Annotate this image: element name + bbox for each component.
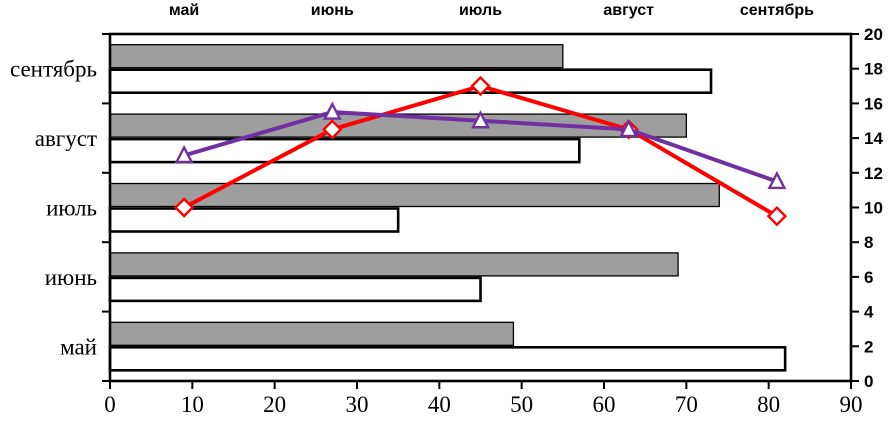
y-tick-label: 0 (864, 372, 873, 391)
red-diamond-line-marker-май (173, 197, 195, 218)
x-tick-label: 50 (510, 392, 533, 417)
y-tick-label: 4 (864, 303, 874, 322)
y-tick-label: 6 (864, 268, 873, 287)
y-tick-label: 14 (864, 129, 883, 148)
purple-triangle-line-marker-август (619, 118, 639, 138)
top-label-июнь: июнь (311, 2, 354, 19)
top-label-август: август (603, 2, 654, 19)
bar-white-май (108, 345, 787, 372)
top-label-сентябрь: сентябрь (740, 2, 814, 19)
x-tick-label: 70 (675, 392, 698, 417)
bar-white-июнь (108, 276, 482, 303)
bar-gray-май (109, 321, 515, 346)
top-label-июль: июль (459, 2, 502, 19)
y-tick-label: 2 (864, 337, 873, 356)
y-tick-label: 16 (864, 94, 883, 113)
x-tick-label: 20 (263, 392, 286, 417)
y-tick-label: 12 (864, 164, 883, 183)
y-tick-label: 10 (864, 199, 883, 218)
purple-triangle-line-marker-июнь (322, 101, 342, 120)
y-tick-label: 8 (864, 233, 873, 252)
purple-triangle-line-marker-июль (471, 110, 490, 129)
x-tick-label: 30 (346, 392, 369, 417)
x-tick-label: 60 (593, 392, 616, 417)
x-tick-label: 90 (840, 392, 863, 417)
y-tick-label: 20 (864, 25, 883, 44)
x-tick-label: 10 (181, 392, 204, 417)
purple-triangle-line-marker-сентябрь (767, 170, 787, 190)
x-tick-label: 0 (104, 392, 116, 417)
red-diamond-line-marker-июнь (322, 119, 343, 140)
bar-gray-сентябрь (109, 44, 564, 69)
x-tick-label: 40 (428, 392, 451, 417)
bar-white-июль (108, 207, 400, 233)
bar-gray-июнь (109, 252, 679, 277)
red-diamond-line-marker-июль (470, 75, 491, 97)
cat-label-май: май (60, 334, 97, 359)
purple-triangle-line-marker-май (174, 144, 194, 164)
cat-label-сентябрь: сентябрь (10, 57, 97, 82)
x-tick-label: 80 (757, 392, 780, 417)
cat-label-июнь: июнь (45, 265, 97, 290)
red-diamond-line-marker-сентябрь (766, 205, 788, 227)
cat-label-июль: июль (46, 196, 97, 221)
top-label-май: май (169, 2, 199, 19)
bar-gray-июль (109, 182, 720, 208)
bar-white-сентябрь (108, 68, 713, 94)
cat-label-август: август (35, 126, 97, 151)
y-tick-label: 18 (864, 60, 883, 79)
